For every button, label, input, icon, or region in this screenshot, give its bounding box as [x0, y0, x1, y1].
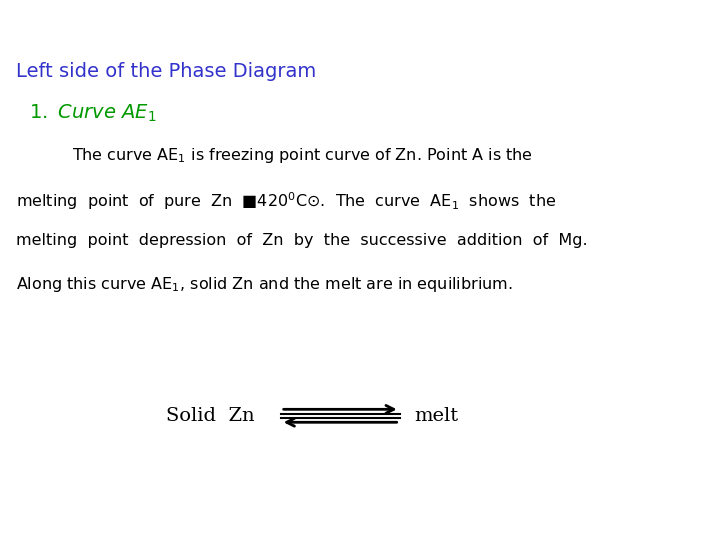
- Text: melting  point  of  pure  Zn  $\blacksquare$420$^0$C$\odot$.  The  curve  AE$_1$: melting point of pure Zn $\blacksquare$4…: [16, 190, 556, 212]
- Text: $\mathit{1.\ Curve\ AE_1}$: $\mathit{1.\ Curve\ AE_1}$: [29, 103, 156, 124]
- Text: melt: melt: [414, 407, 458, 425]
- Text: Left side of the Phase Diagram: Left side of the Phase Diagram: [16, 62, 316, 81]
- Text: melting  point  depression  of  Zn  by  the  successive  addition  of  Mg.: melting point depression of Zn by the su…: [16, 233, 588, 248]
- Text: Solid  Zn: Solid Zn: [166, 407, 254, 425]
- Text: The curve AE$_1$ is freezing point curve of Zn. Point A is the: The curve AE$_1$ is freezing point curve…: [72, 146, 533, 165]
- Text: Along this curve AE$_1$, solid Zn and the melt are in equilibrium.: Along this curve AE$_1$, solid Zn and th…: [16, 275, 513, 294]
